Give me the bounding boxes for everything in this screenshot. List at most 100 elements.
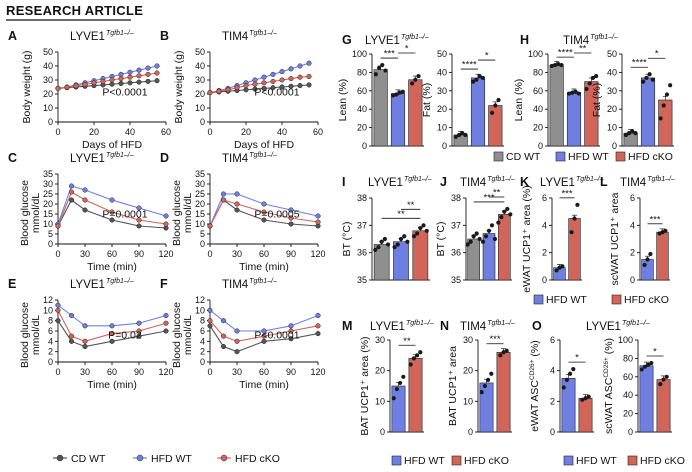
panel-b-point — [288, 83, 294, 89]
panel-h-dot — [576, 91, 581, 96]
panel-h-dot — [626, 131, 632, 136]
panel-e-xtick-label: 60 — [107, 367, 117, 377]
panel-e-ylabel: Blood glucosemmol/dL — [19, 302, 42, 368]
panel-e-series-line — [57, 310, 167, 342]
panel-n-label: N — [440, 319, 449, 333]
panel-b-point — [261, 85, 267, 91]
panel-d-point — [234, 191, 240, 197]
panel-b-point — [270, 85, 276, 91]
bar-legend-top: CD WT HFD WT HFD cKO — [493, 151, 673, 163]
panel-k-dot — [572, 216, 577, 221]
panel-b-point — [261, 80, 267, 86]
panel-f-ytick-label: 2 — [200, 347, 205, 357]
panel-l-ylabel: scWAT UCP1⁺ area — [609, 192, 621, 285]
panel-i-dot — [395, 242, 400, 247]
panel-d-ylabel-line2: mmol/dL — [182, 193, 194, 233]
panel-f-xtick-label: 30 — [232, 367, 242, 377]
panel-h-dot — [623, 132, 628, 138]
panel-l-dot — [645, 257, 650, 262]
panel-o-dot — [649, 360, 654, 366]
panel-h-bar — [549, 64, 564, 147]
panel-b-point — [279, 69, 285, 75]
panel-h-ytick-label: 0 — [538, 141, 543, 151]
panel-d-xtick-label: 90 — [286, 249, 296, 259]
panel-o-title: LYVE1 Tgfb1–/– — [586, 320, 650, 333]
panel-a-xtick-label: 40 — [125, 127, 135, 137]
panel-j-dot — [474, 231, 479, 236]
panel-g-dot — [471, 79, 476, 84]
panel-b-xtick-label: 20 — [241, 127, 251, 137]
panel-k-ytick-label: 4 — [542, 220, 547, 230]
panel-e-point — [109, 338, 115, 344]
panel-f-xtick-label: 120 — [310, 367, 325, 377]
panel-g-sig-stars: **** — [462, 60, 477, 71]
panel-f-point — [207, 323, 213, 329]
panel-j-title-text: TIM4 — [460, 177, 487, 189]
panel-g-dot — [413, 77, 418, 82]
panel-h-bar — [640, 77, 656, 147]
panel-g-ylabel: Lean (%) — [337, 79, 349, 122]
panel-k-ytick-label: 0 — [542, 275, 547, 285]
panel-c-point — [82, 197, 88, 203]
panel-h-ytick-label: 40 — [607, 67, 617, 77]
panel-d-point — [220, 197, 227, 203]
panel-h-ylabel: Fat (%) — [591, 83, 603, 117]
panel-e-xtick-label: 120 — [158, 367, 173, 377]
panel-e-title: LYVE1 Tgfb1–/– — [70, 278, 134, 291]
panel-o-ylabel-main: scWAT ASC — [603, 377, 615, 434]
panel-e-point — [163, 328, 169, 334]
panel-c-xtick-label: 0 — [55, 249, 60, 259]
panel-j-dot — [480, 239, 486, 244]
panel-m-label: M — [342, 319, 352, 333]
panel-h-ytick-label: 20 — [533, 123, 543, 133]
panel-l-sig-stars: *** — [649, 214, 660, 225]
panel-b-label: B — [160, 29, 169, 43]
panel-o-ytick-label: 100 — [618, 335, 633, 345]
panel-k-dot — [569, 230, 574, 235]
panel-f-point — [207, 307, 213, 313]
bar-legend-bottom-right: HFD WT HFD cKO — [563, 455, 685, 467]
panel-e-point — [68, 312, 75, 319]
panel-a-label: A — [8, 29, 17, 43]
panel-n-dot — [501, 350, 506, 355]
panel-b-point — [306, 60, 312, 66]
panel-d-title: TIM4 Tgfb1–/– — [222, 152, 277, 165]
panel-l-dot — [642, 262, 647, 268]
panel-o-dot — [568, 371, 573, 376]
panel-f-ytick-label: 6 — [200, 326, 205, 336]
panel-d-xtick-label: 30 — [232, 249, 242, 259]
panel-i-dot — [402, 234, 407, 239]
panel-e-point — [68, 333, 75, 339]
panel-c-point — [55, 223, 61, 229]
panel-h-sig-stars: ** — [579, 44, 587, 55]
panel-f-point — [234, 349, 240, 355]
panel-f-title-text: TIM4 — [222, 279, 249, 291]
panel-i-sig-stars: ** — [407, 200, 415, 211]
panel-j-ytick-label: 36 — [451, 248, 461, 258]
panel-g-dot — [416, 73, 421, 79]
panel-j-sig-stars: ** — [493, 188, 501, 199]
panel-c-point — [109, 217, 115, 223]
panel-n-title-text: TIM4 — [460, 321, 487, 333]
panel-d-ytick-label: 10 — [195, 219, 205, 229]
panel-o-sig-stars: * — [575, 353, 579, 364]
panel-a-xtick-label: 0 — [55, 127, 60, 137]
panel-b-ytick-label: 0 — [200, 117, 205, 127]
panel-h-title-sup: Tgfb1–/– — [590, 34, 618, 41]
panel-m-ytick-label: 30 — [375, 335, 385, 345]
panel-e-label: E — [8, 277, 16, 291]
panel-e-point — [163, 312, 169, 319]
panel-d-title-sup: Tgfb1–/– — [249, 152, 277, 159]
panel-f-point — [234, 328, 240, 334]
panel-l-ytick-label: 6 — [630, 193, 635, 203]
panel-a-point — [118, 76, 124, 82]
panel-f-point — [288, 323, 294, 329]
panel-j-dot — [483, 234, 489, 239]
panel-h-dot — [587, 81, 592, 86]
panel-f-point — [220, 318, 227, 324]
panel-f-xtick-label: 60 — [259, 367, 269, 377]
panel-j-title: TIM4 Tgfb1–/– — [460, 176, 515, 189]
panel-i-dot — [421, 223, 426, 228]
